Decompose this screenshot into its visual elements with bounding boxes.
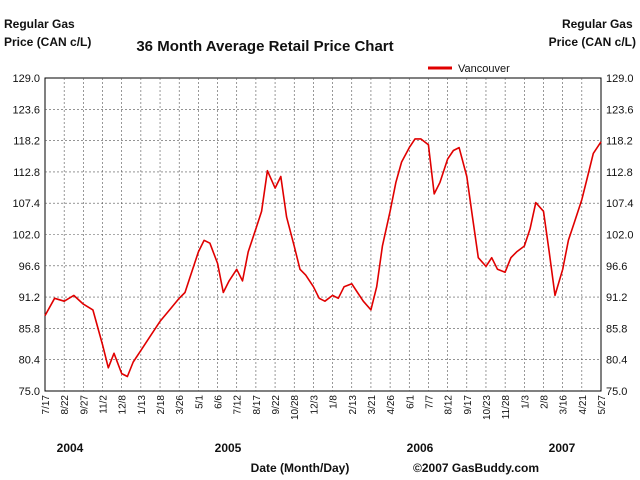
x-tick-label: 11/28 [501,395,512,420]
x-tick-label: 7/17 [41,395,52,415]
series-line-vancouver [44,138,602,378]
x-tick-label: 3/21 [367,395,378,415]
y-tick-label-right: 118.2 [606,136,633,148]
y-tick-label-left: 91.2 [19,292,40,304]
x-tick-label: 5/27 [597,395,608,415]
y-tick-label-right: 107.4 [606,198,634,210]
x-tick-label: 7/7 [424,395,435,409]
chart-title: 36 Month Average Retail Price Chart [136,38,393,55]
x-tick-label: 5/1 [194,395,205,409]
y-tick-label-right: 80.4 [606,355,627,367]
x-tick-label: 2/13 [348,395,359,415]
x-tick-label: 2/18 [156,395,167,415]
y-tick-label-left: 96.6 [19,261,40,273]
y-tick-label-left: 112.8 [13,167,40,179]
x-tick-label: 1/8 [329,395,340,409]
year-label: 2005 [215,441,242,455]
y-tick-label-left: 80.4 [19,355,40,367]
year-label: 2006 [407,441,434,455]
y-tick-label-left: 129.0 [12,73,40,85]
x-axis-label: Date (Month/Day) [251,461,350,475]
x-tick-label: 12/8 [118,395,129,415]
y-tick-label-right: 112.8 [606,167,633,179]
y-tick-label-right: 85.8 [606,323,627,335]
x-tick-label: 9/17 [463,395,474,415]
legend: Vancouver [428,63,510,75]
grid-lines [45,78,601,391]
right-ylabel: Regular Gas Price (CAN c/L) [549,17,636,49]
x-tick-label: 12/3 [309,395,320,415]
x-tick-label: 8/12 [444,395,455,415]
y-tick-label-left: 75.0 [19,386,40,398]
y-tick-label-right: 123.6 [606,104,634,116]
credit-text: ©2007 GasBuddy.com [413,461,539,475]
y-tick-label-left: 118.2 [13,136,40,148]
x-tick-label: 2/8 [539,395,550,409]
left-ylabel: Regular Gas Price (CAN c/L) [4,17,91,49]
series-layer [44,138,602,378]
y-tick-label-left: 123.6 [12,104,40,116]
x-tick-label: 10/28 [290,395,301,420]
y-tick-label-right: 75.0 [606,386,627,398]
x-tick-label: 6/1 [405,395,416,409]
x-tick-label: 11/2 [99,395,110,414]
x-tick-label: 8/22 [60,395,71,415]
x-tick-label: 4/26 [386,395,397,415]
x-tick-label: 7/12 [233,395,244,415]
x-tick-label: 10/23 [482,395,493,420]
x-tick-label: 1/3 [520,395,531,409]
x-tick-label: 1/13 [137,395,148,415]
year-label: 2007 [549,441,576,455]
x-tick-label: 3/26 [175,395,186,415]
x-tick-label: 9/22 [271,395,282,415]
x-tick-label: 3/16 [559,395,570,415]
y-tick-label-left: 102.0 [12,230,40,242]
x-tick-label: 4/21 [578,395,589,415]
x-tick-label: 9/27 [79,395,90,415]
x-tick-label: 6/6 [214,395,225,409]
y-tick-label-right: 129.0 [606,73,634,85]
y-tick-label-right: 102.0 [606,230,634,242]
y-tick-label-left: 85.8 [19,323,40,335]
y-tick-label-right: 96.6 [606,261,627,273]
year-label: 2004 [57,441,84,455]
x-tick-label: 8/17 [252,395,263,415]
y-tick-label-left: 107.4 [12,198,40,210]
y-tick-label-right: 91.2 [606,292,627,304]
legend-label: Vancouver [458,63,510,75]
axis-ticks: 129.0 129.0 123.6 123.6 118.2 118.2 112.8 112.8… [12,73,633,455]
